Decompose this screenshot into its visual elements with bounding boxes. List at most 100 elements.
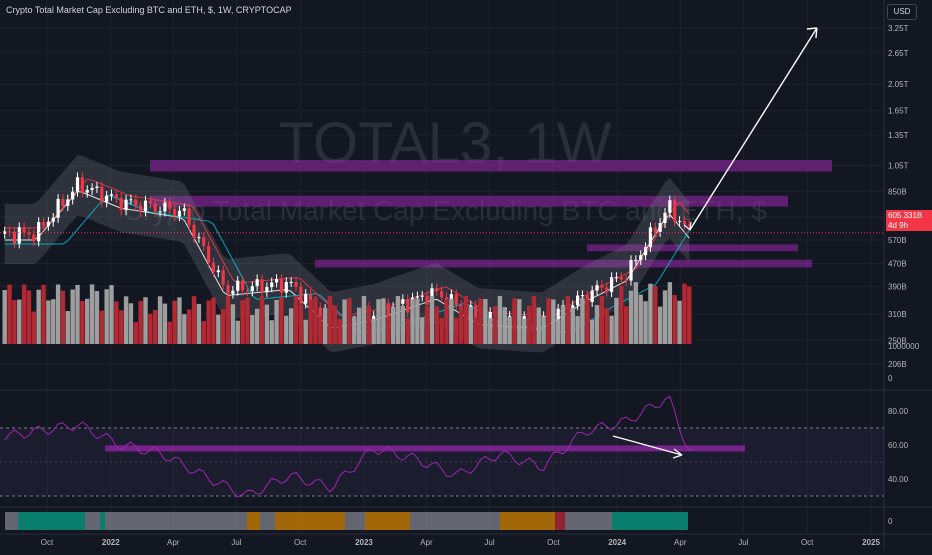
- candle-body: [658, 223, 662, 232]
- indicator-segment: [85, 512, 100, 530]
- indicator-segment: [5, 512, 18, 530]
- volume-bar: [682, 283, 687, 344]
- time-tick-label: Apr: [167, 538, 180, 547]
- volume-zero-label: 0: [888, 374, 893, 383]
- volume-bar: [497, 296, 503, 344]
- moving-average-line: [4, 190, 690, 329]
- candle-body: [474, 305, 478, 320]
- moving-average-line: [4, 178, 690, 317]
- rsi-zone[interactable]: [105, 445, 745, 452]
- volume-bar: [604, 308, 609, 344]
- volume-bar: [424, 306, 430, 344]
- moving-average-line: [4, 194, 690, 333]
- volume-bar: [454, 317, 459, 344]
- candle-body: [211, 262, 216, 273]
- volume-bar: [614, 297, 619, 344]
- candle-body: [12, 231, 17, 244]
- candle-body: [265, 287, 269, 293]
- volume-bar: [94, 290, 100, 344]
- time-tick-label: Oct: [801, 538, 814, 547]
- volume-bar: [468, 306, 473, 344]
- candle-body: [585, 295, 589, 303]
- volume-bar: [26, 290, 32, 344]
- candle-body: [406, 299, 410, 313]
- volume-bar: [211, 297, 216, 344]
- candle-body: [56, 198, 60, 218]
- candle-body: [595, 285, 599, 291]
- candle-body: [386, 303, 390, 318]
- candle-body: [192, 224, 196, 238]
- price-axis-bg: [884, 0, 932, 550]
- candle-body: [677, 221, 682, 223]
- price-tick-label: 310B: [888, 310, 907, 319]
- volume-bar: [60, 290, 66, 344]
- price-tick-label: 2.65T: [888, 49, 909, 58]
- volume-bar: [206, 300, 211, 344]
- volume-bar: [332, 305, 338, 344]
- indicator-segment: [365, 512, 410, 530]
- volume-bar: [70, 289, 75, 344]
- volume-bar: [322, 307, 328, 344]
- volume-bar: [240, 300, 245, 344]
- volume-bar: [512, 298, 517, 344]
- volume-bar: [463, 296, 469, 344]
- candle-body: [401, 299, 405, 304]
- volume-bar: [12, 300, 17, 344]
- volume-bar: [420, 317, 425, 344]
- volume-bar: [21, 284, 27, 344]
- candle-body: [226, 284, 230, 294]
- volume-bar: [274, 299, 279, 344]
- volume-bar: [687, 286, 692, 344]
- volume-bar: [473, 317, 478, 344]
- price-tick-label: 850B: [888, 187, 907, 196]
- volume-bar: [259, 296, 265, 344]
- volume-bar: [172, 300, 177, 344]
- volume-bar: [85, 298, 90, 344]
- time-tick-label: Jul: [484, 538, 494, 547]
- time-tick-label: 2023: [355, 538, 373, 547]
- indicator-zero-label: 0: [888, 517, 893, 526]
- candle-body: [240, 280, 245, 291]
- volume-bar: [580, 298, 585, 344]
- volume-bar: [415, 298, 420, 344]
- candle-body: [3, 231, 7, 234]
- price-zone[interactable]: [150, 195, 788, 207]
- candle-body: [173, 208, 177, 217]
- time-tick-label: 2025: [862, 538, 880, 547]
- price-zone[interactable]: [587, 244, 798, 252]
- price-tick-label: 470B: [888, 260, 907, 269]
- volume-bar: [196, 303, 202, 344]
- currency-selector[interactable]: USD: [887, 4, 917, 20]
- candle-body: [46, 221, 50, 226]
- volume-bar: [80, 300, 85, 344]
- volume-bar: [410, 299, 415, 344]
- candle-body: [202, 237, 206, 246]
- volume-bar: [138, 300, 143, 344]
- time-tick-label: Jul: [738, 538, 748, 547]
- time-tick-label: 2024: [608, 538, 626, 547]
- price-zone[interactable]: [315, 259, 812, 268]
- candle-body: [61, 198, 65, 207]
- time-tick-label: Apr: [674, 538, 687, 547]
- small-arrow-head: [683, 221, 692, 231]
- volume-bar: [667, 282, 673, 344]
- indicator-segment: [275, 512, 345, 530]
- volume-bar: [201, 321, 206, 344]
- candle-body: [609, 277, 614, 293]
- volume-bar: [128, 303, 134, 344]
- volume-bar: [75, 284, 80, 344]
- candle-body: [7, 231, 12, 233]
- price-tick-label: 1.35T: [888, 131, 909, 140]
- candle-body: [109, 194, 114, 196]
- volume-bar: [342, 299, 347, 344]
- volume-bar: [662, 290, 668, 344]
- moving-averages: [4, 178, 690, 333]
- indicator-segment: [247, 512, 260, 530]
- price-zone[interactable]: [150, 159, 832, 172]
- candle-body: [580, 295, 585, 297]
- candle-body: [90, 187, 94, 190]
- volume-bar: [230, 304, 236, 344]
- candle-body: [221, 270, 225, 285]
